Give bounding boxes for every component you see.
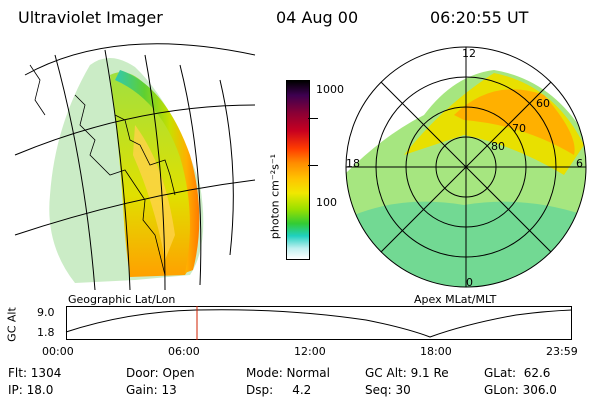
mlt-label-18: 18 bbox=[346, 157, 360, 170]
instrument-title: Ultraviolet Imager bbox=[18, 8, 163, 27]
mlat-label-70: 70 bbox=[512, 122, 526, 135]
geographic-caption: Geographic Lat/Lon bbox=[68, 293, 176, 306]
polar-caption: Apex MLat/MLT bbox=[414, 293, 497, 306]
colorbar bbox=[286, 80, 310, 260]
colorbar-tick-mark bbox=[308, 118, 318, 119]
status-flt: Flt: 1304 bbox=[8, 366, 62, 380]
y-tick-9: 9.0 bbox=[37, 306, 55, 319]
x-tick-0000: 00:00 bbox=[42, 345, 74, 358]
mlat-label-80: 80 bbox=[491, 140, 505, 153]
status-seq: Seq: 30 bbox=[365, 383, 411, 397]
colorbar-unit-label: photon cm⁻²s⁻¹ bbox=[268, 153, 282, 240]
status-glon: GLon: 306.0 bbox=[484, 383, 557, 397]
altitude-plot bbox=[65, 306, 573, 340]
time-label: 06:20:55 UT bbox=[430, 8, 529, 27]
status-mode: Mode: Normal bbox=[246, 366, 330, 380]
date-label: 04 Aug 00 bbox=[276, 8, 359, 27]
mlt-label-0: 0 bbox=[466, 276, 473, 289]
status-glat: GLat: 62.6 bbox=[484, 366, 551, 380]
status-ip: IP: 18.0 bbox=[8, 383, 54, 397]
polar-plot bbox=[345, 46, 587, 288]
x-tick-1200: 12:00 bbox=[294, 345, 326, 358]
colorbar-tick-100: 100 bbox=[316, 196, 337, 209]
status-dsp: Dsp: 4.2 bbox=[246, 383, 312, 397]
gc-alt-axis-label: GC Alt bbox=[5, 307, 19, 342]
status-door: Door: Open bbox=[126, 366, 195, 380]
mlt-label-6: 6 bbox=[576, 157, 583, 170]
x-tick-0600: 06:00 bbox=[168, 345, 200, 358]
status-gain: Gain: 13 bbox=[126, 383, 177, 397]
mlat-label-60: 60 bbox=[536, 97, 550, 110]
y-tick-1-8: 1.8 bbox=[37, 326, 55, 339]
x-tick-1800: 18:00 bbox=[420, 345, 452, 358]
mlt-label-12: 12 bbox=[462, 47, 476, 60]
geographic-image bbox=[14, 43, 256, 291]
colorbar-tick-mark bbox=[308, 165, 318, 166]
x-tick-2359: 23:59 bbox=[546, 345, 578, 358]
status-gc-alt: GC Alt: 9.1 Re bbox=[365, 366, 449, 380]
colorbar-tick-1000: 1000 bbox=[316, 83, 344, 96]
